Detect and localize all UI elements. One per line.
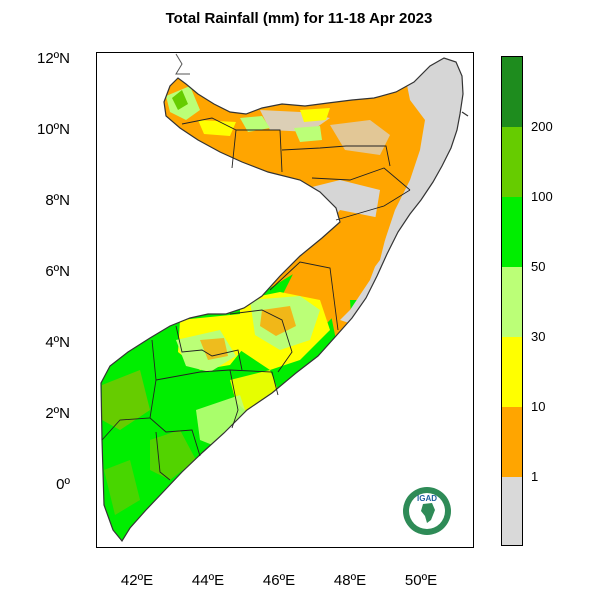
legend-label-200: 200 [531, 119, 553, 134]
admin-border [155, 431, 171, 481]
zone-lightgreen-north-2 [294, 126, 322, 142]
admin-border [269, 261, 339, 331]
admin-border [181, 117, 237, 169]
africa-map-icon [421, 503, 435, 523]
lon-label-48e: 48ºE [333, 572, 367, 589]
lon-label-44e: 44ºE [191, 572, 225, 589]
zone-green-nw [172, 90, 188, 110]
logo-text: IGAD [417, 494, 437, 503]
zone-olivegreen-south-2 [150, 430, 196, 480]
admin-border [175, 325, 243, 371]
admin-border [311, 167, 411, 191]
legend-colorbar [501, 56, 523, 546]
admin-borders [101, 117, 411, 481]
zone-olivegreen-south-1 [102, 370, 150, 430]
legend-swatch-30-50 [502, 267, 522, 337]
legend-swatch-below-1 [502, 477, 522, 545]
lat-label-4n: 4ºN [45, 334, 70, 351]
lat-label-12n: 12ºN [37, 50, 70, 67]
lon-label-50e: 50ºE [404, 572, 438, 589]
zone-yellow-north [300, 108, 330, 122]
lon-label-46e: 46ºE [262, 572, 296, 589]
lat-label-8n: 8ºN [45, 192, 70, 209]
zone-olivegreen-south-3 [104, 460, 140, 515]
admin-border [229, 369, 239, 429]
lat-label-0: 0º [56, 476, 70, 493]
legend-swatch-1-10 [502, 407, 522, 477]
zone-orange-mid [200, 338, 228, 360]
legend-swatch-200-plus [502, 57, 522, 127]
admin-border [335, 189, 411, 221]
lat-label-6n: 6ºN [45, 263, 70, 280]
admin-border [155, 369, 231, 381]
legend-label-10: 10 [531, 399, 546, 414]
legend-swatch-100-200 [502, 127, 522, 197]
djibouti-border-line [175, 53, 190, 75]
admin-border [229, 369, 279, 396]
admin-border [236, 129, 283, 173]
lat-label-2n: 2ºN [45, 405, 70, 422]
map-title: Total Rainfall (mm) for 11-18 Apr 2023 [165, 10, 433, 27]
legend-label-50: 50 [531, 259, 546, 274]
rainfall-fill [101, 58, 463, 541]
admin-border [229, 309, 293, 373]
legend-label-100: 100 [531, 189, 553, 204]
legend-swatch-10-30 [502, 337, 522, 407]
legend-swatch-50-100 [502, 197, 522, 267]
lon-label-42e: 42ºE [120, 572, 154, 589]
lat-label-10n: 10ºN [37, 121, 70, 138]
zone-yellow-nw [198, 120, 236, 136]
legend-label-30: 30 [531, 329, 546, 344]
admin-border [281, 145, 391, 167]
admin-border [149, 417, 201, 457]
island-coast [461, 111, 469, 117]
igad-logo: IGAD [403, 487, 451, 535]
legend-label-1: 1 [531, 469, 539, 484]
zone-lightgreen-north-1 [240, 116, 270, 132]
